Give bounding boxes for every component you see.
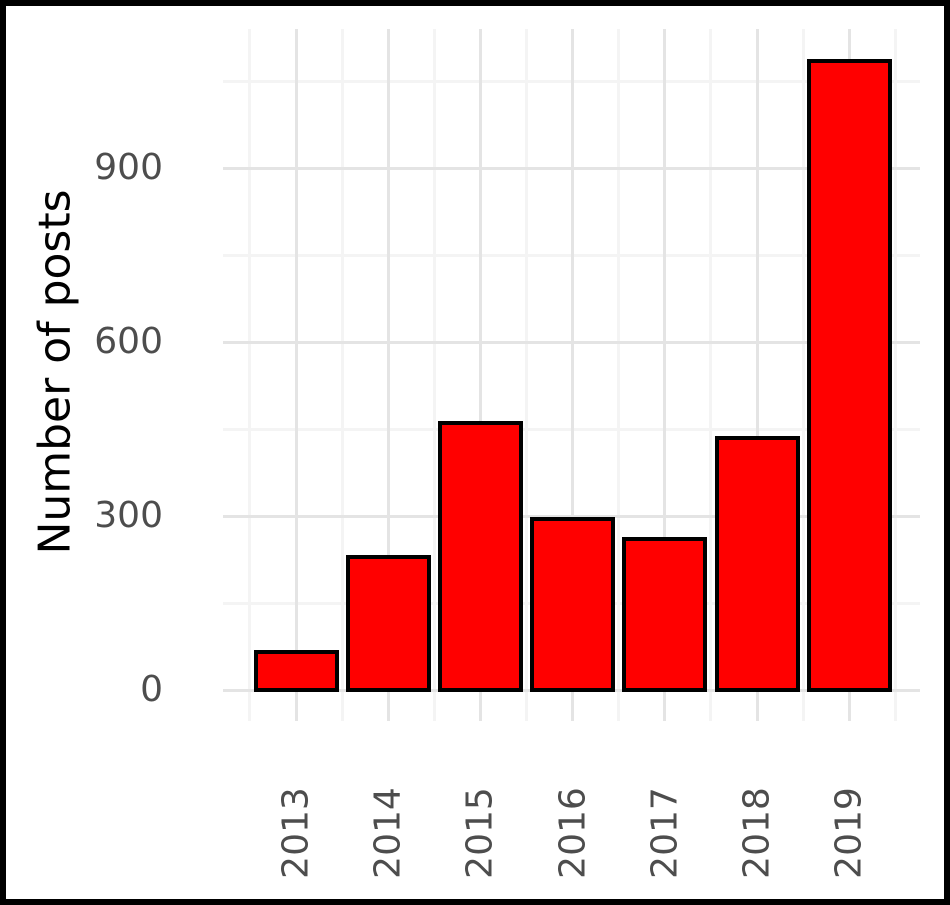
y-tick-label-0: 0 (140, 669, 163, 710)
x-tick-label-2014: 2014 (367, 787, 409, 879)
bar-2013 (253, 650, 339, 692)
y-tick-label-600: 600 (94, 321, 163, 362)
plot-panel (223, 29, 920, 721)
x-tick-label-2018: 2018 (736, 787, 778, 879)
y-tick-label-900: 900 (94, 147, 163, 188)
gridline-major-vertical (571, 29, 575, 721)
gridline-major-vertical (294, 29, 298, 721)
bar-2016 (530, 516, 616, 692)
gridline-minor-vertical (893, 29, 897, 721)
bar-2017 (622, 537, 708, 692)
gridline-major-vertical (755, 29, 759, 721)
gridline-minor-vertical (801, 29, 805, 721)
y-tick-label-300: 300 (94, 495, 163, 536)
x-tick-label-2015: 2015 (459, 787, 501, 879)
gridline-major-vertical (386, 29, 390, 721)
x-tick-label-2016: 2016 (552, 787, 594, 879)
gridline-minor-vertical (617, 29, 621, 721)
gridline-major-vertical (478, 29, 482, 721)
gridline-minor-vertical (340, 29, 344, 721)
gridline-minor-vertical (709, 29, 713, 721)
x-tick-label-2013: 2013 (275, 787, 317, 879)
gridline-minor-vertical (525, 29, 528, 721)
bar-2015 (437, 421, 523, 692)
x-tick-label-2017: 2017 (644, 787, 686, 879)
bar-2018 (714, 435, 800, 692)
bar-2019 (806, 58, 892, 692)
x-tick-label-2019: 2019 (828, 787, 870, 879)
gridline-minor-vertical (432, 29, 436, 721)
bar-2014 (345, 554, 431, 692)
gridline-major-vertical (663, 29, 667, 721)
gridline-minor-vertical (248, 29, 252, 721)
